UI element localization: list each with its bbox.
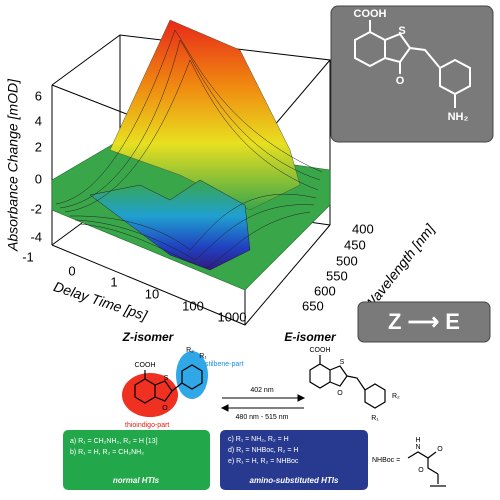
y-tick-label: 6 [35, 88, 42, 103]
e-r1: R₁ [371, 415, 379, 422]
amino-line: d) R₁ = NHBoc, R₂ = H [228, 447, 298, 454]
inset-box [330, 5, 494, 143]
amino-title: amino-substituted HTIs [250, 476, 339, 485]
boc-n: N [415, 444, 420, 451]
backward-label: 480 nm - 515 nm [236, 414, 289, 421]
normal-line: a) R₁ = CH₂NH₂, R₂ = H [13] [70, 438, 158, 445]
y-tick-label: -4 [30, 229, 42, 244]
z-tick-label: 600 [314, 283, 336, 298]
z-o: O [162, 405, 168, 412]
x-tick-label: 1000 [218, 309, 247, 324]
z-cooh: COOH [135, 362, 156, 369]
e-o: O [337, 390, 343, 397]
arrows [220, 394, 306, 412]
x-tick-label: -1 [22, 249, 34, 264]
inset-amine: NH₂ [448, 111, 469, 123]
amino-box [220, 430, 368, 490]
x-tick-label: 100 [182, 298, 204, 313]
boc-structure [407, 451, 446, 487]
stilbene-highlight [176, 351, 208, 399]
z-tick-label: 400 [352, 221, 374, 236]
e-cooh: COOH [310, 347, 331, 354]
z-r1: R₁ [199, 353, 207, 360]
e-s: S [340, 359, 345, 366]
z-structure [134, 364, 203, 404]
inset-o: O [396, 75, 405, 87]
z-tick-label: 650 [302, 298, 324, 313]
y-tick-label: 0 [35, 171, 42, 186]
y-axis-label: Absorbance Change [mOD] [5, 78, 21, 252]
x-axis-label: Delay Time [ps] [52, 278, 150, 324]
reaction-label: Z ⟶ E [388, 309, 460, 334]
y-tick-label: 4 [35, 113, 42, 128]
inset-structure [354, 20, 471, 108]
y-tick-label: 2 [35, 139, 42, 154]
normal-title: normal HTIs [113, 476, 160, 485]
z-s: S [164, 375, 169, 382]
boc-label: NHBoc = [372, 457, 400, 464]
thioindigo-label: thioindigo-part [125, 422, 169, 429]
x-tick-label: 10 [145, 286, 159, 301]
inset-s: S [398, 25, 405, 37]
amino-line: c) R₁ = NH₂, R₂ = H [228, 436, 289, 443]
z-tick-label: 450 [344, 237, 366, 252]
inset-cooh: COOH [354, 8, 387, 20]
amino-line: e) R₁ = H, R₂ = NHBoc [228, 458, 299, 465]
e-structure [309, 355, 386, 409]
normal-box [63, 430, 210, 490]
z-r2: R₂ [186, 347, 194, 354]
boc-h: H [415, 437, 420, 444]
stilbene-label: stilbene-part [205, 361, 244, 368]
z-tick-label: 500 [336, 253, 358, 268]
z-tick-label: 550 [326, 268, 348, 283]
surface [51, 19, 331, 291]
x-tick-label: 0 [68, 263, 75, 278]
reaction-box [357, 301, 491, 343]
e-r2: R₂ [392, 393, 400, 400]
boc-o1: O [437, 446, 443, 453]
z-isomer: Z-isomer [122, 330, 175, 344]
e-isomer: E-isomer [284, 330, 337, 344]
normal-line: b) R₁ = H, R₂ = CH₂NH₂ [70, 449, 144, 456]
x-tick-label: 1 [110, 274, 117, 289]
forward-label: 402 nm [250, 387, 274, 394]
boc-o2: O [418, 467, 424, 474]
y-tick-label: -2 [30, 201, 42, 216]
